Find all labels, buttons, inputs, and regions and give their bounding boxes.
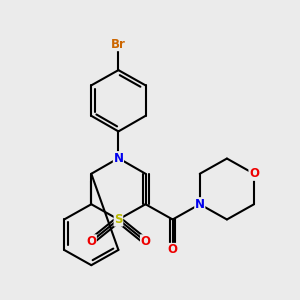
Text: O: O [140, 235, 151, 248]
Text: O: O [249, 167, 259, 180]
Text: O: O [168, 243, 178, 256]
Text: O: O [86, 235, 96, 248]
Text: Br: Br [111, 38, 126, 51]
Text: N: N [195, 198, 205, 211]
Text: S: S [114, 213, 123, 226]
Text: N: N [113, 152, 123, 165]
